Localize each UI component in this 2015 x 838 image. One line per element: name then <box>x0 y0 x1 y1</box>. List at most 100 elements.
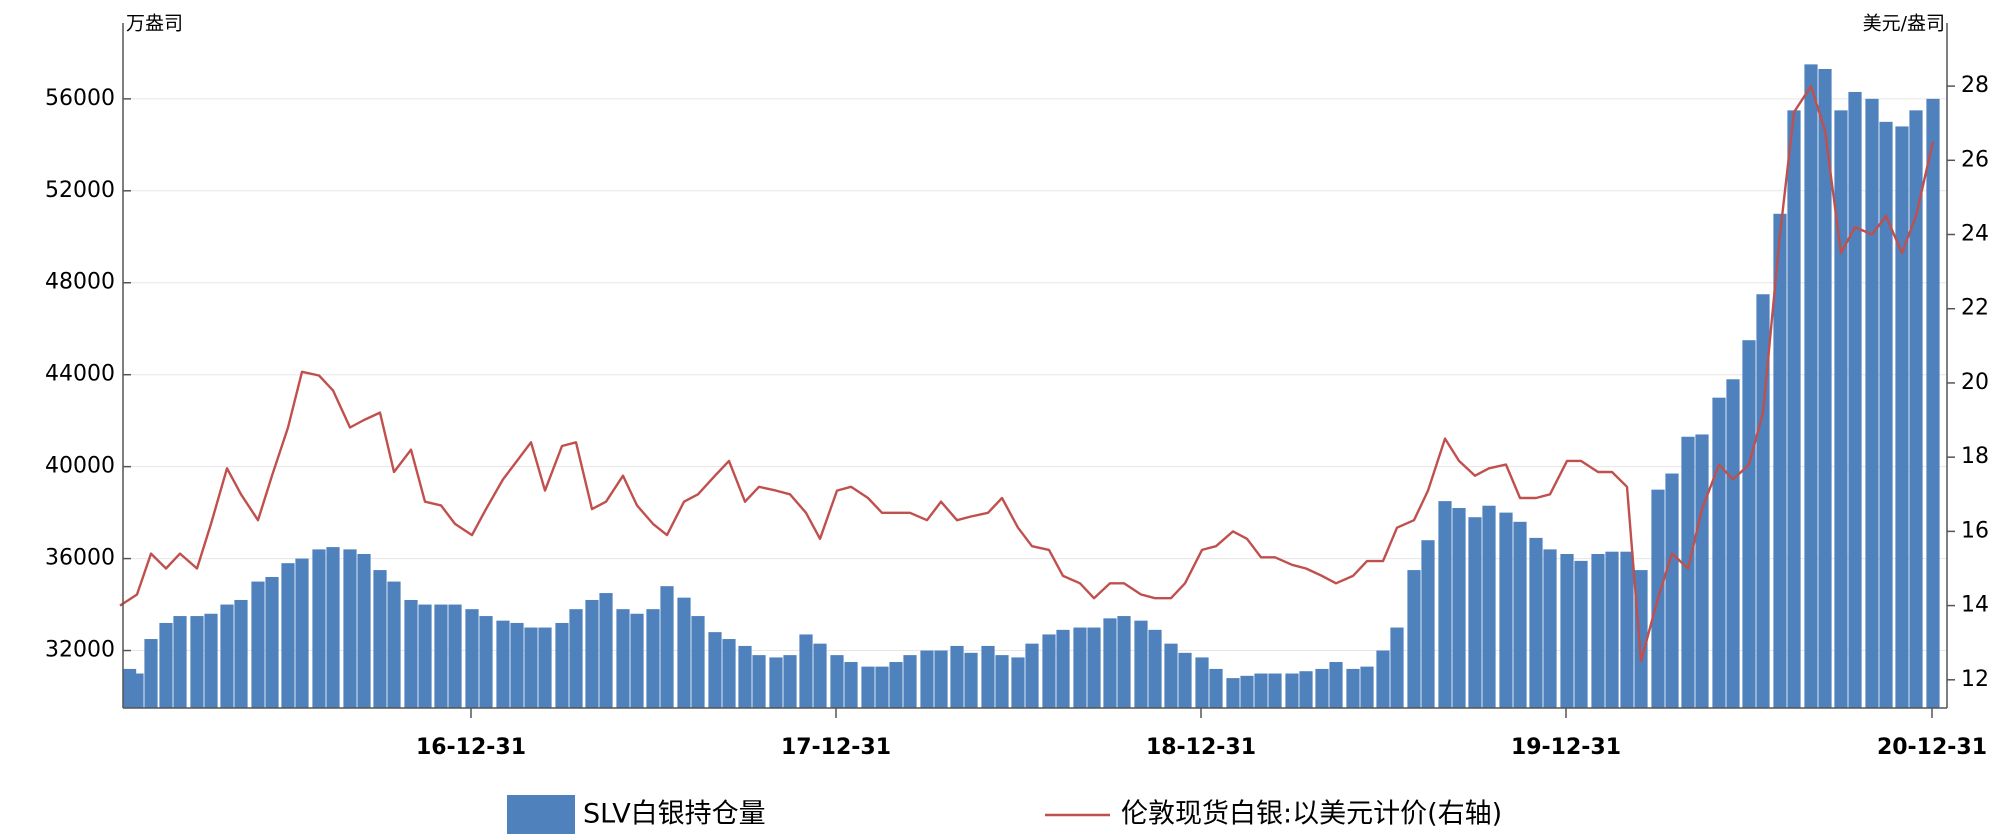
bar <box>1285 673 1299 708</box>
y2-tick-label: 26 <box>1961 147 1989 172</box>
bar <box>585 599 599 708</box>
bar <box>1134 620 1148 708</box>
bar <box>1315 668 1329 708</box>
bar <box>251 581 265 708</box>
bar <box>1148 629 1162 708</box>
bar <box>1452 508 1466 708</box>
bar <box>1209 668 1223 708</box>
bar <box>1178 652 1192 708</box>
bar <box>1620 551 1634 708</box>
bar <box>1195 657 1209 708</box>
bar <box>1499 512 1513 708</box>
bar <box>204 613 218 708</box>
y-tick-label: 32000 <box>45 638 115 663</box>
y-tick-label: 56000 <box>45 86 115 111</box>
bar <box>1681 436 1695 708</box>
bar <box>281 563 295 708</box>
bar <box>1268 673 1282 708</box>
bar <box>144 639 158 708</box>
bar <box>981 645 995 708</box>
bar <box>1756 294 1770 708</box>
x-tick-label: 20-12-31 <box>1877 735 1987 760</box>
bar <box>1605 551 1619 708</box>
y2-axis-title: 美元/盎司 <box>1863 13 1945 35</box>
y2-tick-label: 24 <box>1961 222 1989 247</box>
bar <box>326 547 340 708</box>
x-tick-label: 16-12-31 <box>416 735 526 760</box>
bar <box>903 655 917 708</box>
bar <box>799 634 813 708</box>
bar <box>1712 397 1726 708</box>
bar <box>1634 570 1648 708</box>
bar <box>1787 110 1801 708</box>
y-tick-label: 44000 <box>45 362 115 387</box>
bar <box>496 620 510 708</box>
bar <box>1360 666 1374 708</box>
bar <box>1848 91 1862 709</box>
bar <box>1240 675 1254 708</box>
bar <box>889 662 903 708</box>
bar <box>1665 473 1679 708</box>
bar <box>1299 671 1313 708</box>
bar <box>234 599 248 708</box>
bar <box>964 652 978 708</box>
bar <box>920 650 934 708</box>
bar <box>995 655 1009 708</box>
bar <box>1329 662 1343 708</box>
y2-tick-label: 22 <box>1961 296 1989 321</box>
bar <box>1529 537 1543 708</box>
bar <box>1909 110 1923 708</box>
bar <box>387 581 401 708</box>
bar <box>783 655 797 708</box>
bar <box>1025 643 1039 708</box>
bar <box>1804 64 1818 708</box>
bar <box>677 597 691 708</box>
legend-swatch <box>507 795 575 835</box>
bar <box>1560 553 1574 708</box>
bar <box>1011 657 1025 708</box>
bar <box>1117 616 1131 708</box>
bar <box>660 586 674 708</box>
y-tick-label: 40000 <box>45 454 115 479</box>
bar <box>1042 634 1056 708</box>
x-tick-label: 18-12-31 <box>1146 735 1256 760</box>
bar <box>1421 540 1435 708</box>
bar <box>630 613 644 708</box>
bar <box>1073 627 1087 708</box>
bar <box>1879 121 1893 708</box>
bar <box>1574 560 1588 708</box>
bar <box>1482 505 1496 708</box>
bar <box>738 645 752 708</box>
y2-tick-label: 16 <box>1961 518 1989 543</box>
bar <box>569 609 583 708</box>
bar <box>1407 570 1421 708</box>
bar <box>1834 110 1848 708</box>
bar <box>1818 68 1832 709</box>
bar <box>1164 643 1178 708</box>
bar <box>708 632 722 708</box>
legend-label: SLV白银持仓量 <box>583 799 766 830</box>
bar <box>691 616 705 708</box>
bar <box>173 616 187 708</box>
bar <box>418 604 432 708</box>
bar <box>538 627 552 708</box>
legend-label: 伦敦现货白银:以美元计价(右轴) <box>1121 799 1502 830</box>
bar <box>130 673 144 708</box>
y2-tick-label: 14 <box>1961 593 1989 618</box>
bar <box>599 593 613 708</box>
bar <box>861 666 875 708</box>
bar <box>1895 126 1909 709</box>
bar <box>1742 340 1756 708</box>
bar <box>524 627 538 708</box>
bar <box>875 666 889 708</box>
bar <box>312 549 326 708</box>
bar <box>1226 678 1240 708</box>
bar <box>1056 629 1070 708</box>
bar <box>1376 650 1390 708</box>
axes: 32000 36000 40000 44000 48000 52000 56000 12 14 1… <box>45 73 1989 760</box>
y-tick-label: 36000 <box>45 546 115 571</box>
bar <box>190 616 204 708</box>
bar <box>510 622 524 708</box>
bar <box>1926 98 1940 708</box>
